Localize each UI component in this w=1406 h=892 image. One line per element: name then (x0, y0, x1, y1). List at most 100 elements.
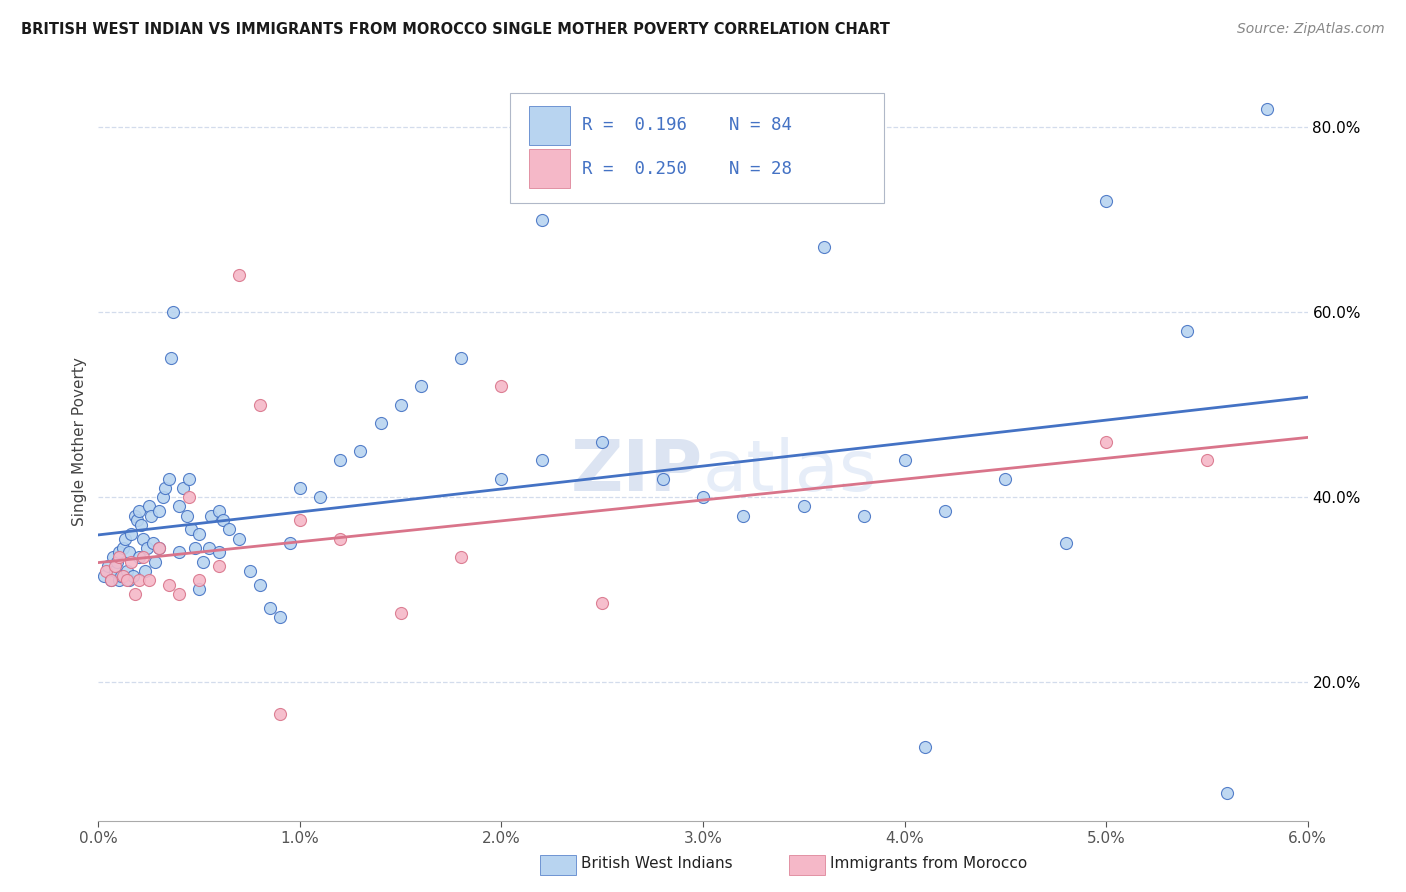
Point (288, 481, 311, 495)
Point (125, 513, 148, 527)
Point (93, 568, 115, 582)
Point (188, 573, 211, 587)
Point (914, 739, 936, 754)
Text: ZIP: ZIP (571, 437, 703, 507)
Point (157, 578, 180, 592)
Point (278, 536, 301, 550)
Point (228, 532, 250, 546)
Point (692, 490, 714, 504)
Point (142, 536, 165, 550)
Point (409, 379, 432, 393)
FancyBboxPatch shape (529, 105, 569, 145)
Point (128, 550, 150, 565)
Point (134, 564, 156, 578)
Point (239, 564, 262, 578)
Point (200, 508, 222, 523)
Point (139, 508, 162, 523)
Point (733, 508, 755, 523)
Point (269, 707, 291, 722)
Point (1195, 453, 1218, 467)
Point (96, 564, 118, 578)
Point (349, 443, 371, 458)
Point (101, 550, 124, 565)
Point (288, 513, 311, 527)
Point (148, 541, 170, 555)
Point (329, 532, 352, 546)
Point (934, 504, 956, 518)
Point (132, 550, 155, 565)
Point (179, 490, 201, 504)
Point (103, 559, 125, 574)
Point (172, 481, 194, 495)
Point (793, 500, 815, 514)
Point (107, 550, 129, 565)
Point (153, 481, 176, 495)
Point (152, 490, 174, 504)
Point (138, 500, 160, 514)
Point (138, 573, 160, 587)
Point (1095, 434, 1118, 449)
Point (167, 545, 190, 559)
Point (115, 573, 138, 587)
Point (1175, 324, 1198, 338)
Point (124, 508, 146, 523)
Point (1095, 194, 1118, 208)
Text: British West Indians: British West Indians (581, 856, 733, 871)
Point (176, 508, 198, 523)
Point (591, 596, 613, 610)
Point (118, 573, 141, 587)
Point (329, 453, 352, 467)
Point (120, 527, 142, 541)
Point (135, 541, 157, 555)
Point (111, 541, 134, 555)
Point (450, 351, 472, 366)
FancyBboxPatch shape (509, 93, 884, 202)
Point (212, 513, 235, 527)
Point (530, 212, 553, 227)
Point (591, 434, 613, 449)
Text: R =  0.250    N = 28: R = 0.250 N = 28 (582, 160, 792, 178)
Point (162, 305, 184, 319)
Point (1256, 102, 1278, 116)
Point (100, 573, 122, 587)
Point (118, 545, 141, 559)
Point (651, 471, 673, 485)
Point (157, 471, 180, 485)
Point (218, 522, 240, 536)
Text: atlas: atlas (703, 437, 877, 507)
Point (188, 582, 211, 597)
Point (208, 545, 231, 559)
Point (249, 578, 271, 592)
Text: Immigrants from Morocco: Immigrants from Morocco (830, 856, 1026, 871)
Point (269, 610, 291, 624)
Text: R =  0.196    N = 84: R = 0.196 N = 84 (582, 116, 792, 135)
Text: BRITISH WEST INDIAN VS IMMIGRANTS FROM MOROCCO SINGLE MOTHER POVERTY CORRELATION: BRITISH WEST INDIAN VS IMMIGRANTS FROM M… (21, 22, 890, 37)
Point (148, 541, 170, 555)
Point (193, 555, 215, 569)
Point (107, 573, 129, 587)
Point (128, 573, 150, 587)
Point (129, 517, 152, 532)
Point (450, 550, 472, 565)
Point (370, 416, 392, 430)
Point (121, 568, 143, 582)
Point (853, 508, 876, 523)
Point (167, 500, 190, 514)
Point (188, 527, 211, 541)
Point (228, 268, 250, 282)
Point (179, 471, 201, 485)
Point (167, 587, 190, 601)
Point (389, 606, 412, 620)
Point (132, 532, 155, 546)
Point (180, 522, 202, 536)
Point (111, 568, 134, 582)
Point (208, 504, 231, 518)
Point (530, 453, 553, 467)
Point (249, 398, 271, 412)
Point (128, 504, 150, 518)
Point (105, 555, 128, 569)
Point (813, 240, 835, 254)
Point (107, 545, 129, 559)
Point (115, 564, 138, 578)
Point (1054, 536, 1077, 550)
